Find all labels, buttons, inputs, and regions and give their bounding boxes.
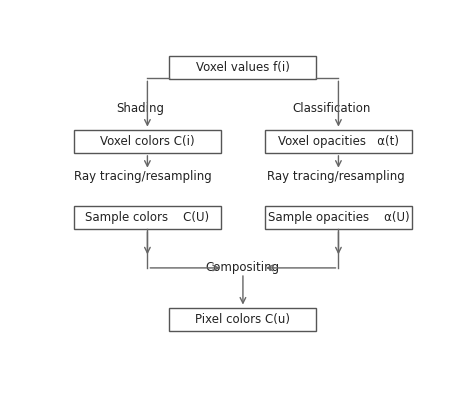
Text: Voxel opacities   α(t): Voxel opacities α(t): [278, 135, 399, 148]
Text: Shading: Shading: [116, 102, 164, 115]
FancyBboxPatch shape: [74, 130, 221, 153]
FancyBboxPatch shape: [169, 308, 316, 331]
Text: Pixel colors C(u): Pixel colors C(u): [195, 313, 291, 326]
Text: Sample opacities    α(U): Sample opacities α(U): [268, 211, 409, 224]
Text: Sample colors    C(U): Sample colors C(U): [85, 211, 210, 224]
FancyBboxPatch shape: [265, 130, 412, 153]
Text: Voxel values f(i): Voxel values f(i): [196, 61, 290, 74]
FancyBboxPatch shape: [169, 56, 316, 79]
Text: Ray tracing/resampling: Ray tracing/resampling: [267, 170, 404, 183]
FancyBboxPatch shape: [74, 206, 221, 229]
Text: Ray tracing/resampling: Ray tracing/resampling: [74, 170, 212, 183]
FancyBboxPatch shape: [265, 206, 412, 229]
Text: Voxel colors C(i): Voxel colors C(i): [100, 135, 195, 148]
Text: Classification: Classification: [292, 102, 371, 115]
Text: Compositing: Compositing: [206, 261, 280, 275]
